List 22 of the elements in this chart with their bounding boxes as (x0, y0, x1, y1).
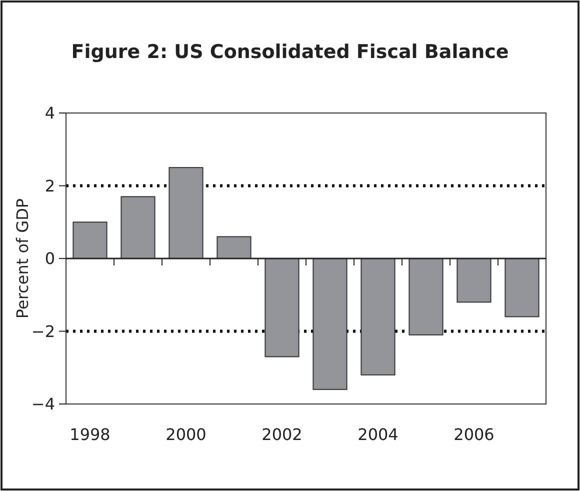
x-tick-label: 2000 (166, 425, 206, 444)
y-axis-title: Percent of GDP (13, 198, 32, 319)
x-tick-label: 2006 (454, 425, 494, 444)
bar (360, 258, 396, 376)
bar (168, 167, 204, 259)
x-tick-label: 2004 (358, 425, 398, 444)
x-tick-label: 1998 (70, 425, 110, 444)
bar (120, 196, 156, 259)
bar (456, 258, 492, 303)
bar (408, 258, 444, 336)
y-tick-label: 0 (44, 249, 55, 268)
y-tick-label: 2 (44, 176, 55, 196)
bar (312, 258, 348, 390)
bar (264, 258, 300, 358)
chart-title: Figure 2: US Consolidated Fiscal Balance (71, 41, 509, 63)
bar (504, 258, 540, 318)
y-tick-label: −2 (31, 322, 55, 341)
bar (216, 236, 252, 259)
x-tick-label: 2002 (262, 425, 302, 444)
y-tick-label: 4 (44, 104, 55, 123)
y-tick-label: −4 (31, 394, 55, 414)
bar (72, 222, 108, 259)
